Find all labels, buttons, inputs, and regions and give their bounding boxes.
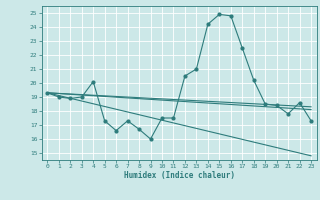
X-axis label: Humidex (Indice chaleur): Humidex (Indice chaleur) <box>124 171 235 180</box>
